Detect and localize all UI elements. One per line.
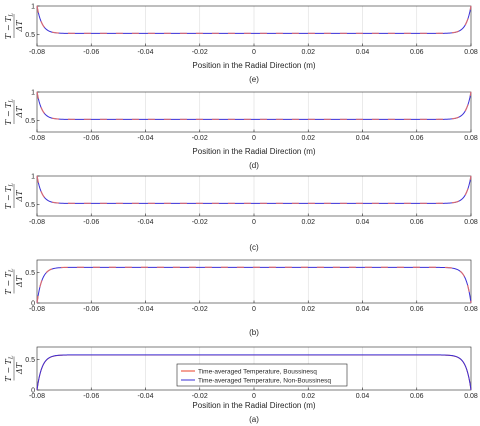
series-line-0 (36, 91, 472, 120)
svg-text:T − TL: T − TL (4, 183, 15, 209)
x-tick-label: 0.02 (301, 135, 315, 142)
legend-entry: Time-averaged Temperature, Non-Boussines… (198, 377, 331, 384)
series-line-1 (36, 266, 472, 303)
x-tick-label: 0.08 (464, 393, 478, 400)
series-line-1 (36, 354, 472, 390)
x-tick-label: 0.08 (464, 219, 478, 226)
panel-d: -0.08 -0.06 -0.04 -0.02 0 0.02 0.04 0.06 0.08 0.5… (4, 90, 478, 171)
panel-b: -0.08 -0.06 -0.04 -0.02 0 0.02 0.04 0.06 0.08 0 0.… (4, 259, 478, 337)
x-tick-label: -0.06 (83, 393, 99, 400)
x-tick-label: -0.04 (138, 219, 154, 226)
x-tick-label: 0.06 (410, 393, 424, 400)
x-tick-label: -0.04 (138, 135, 154, 142)
panel-caption: (e) (249, 75, 259, 84)
x-tick-label: -0.04 (138, 49, 154, 56)
x-tick-label: -0.08 (29, 393, 45, 400)
svg-text:ΔT: ΔT (15, 106, 24, 119)
svg-text:ΔT: ΔT (15, 275, 24, 288)
panel-caption: (c) (249, 243, 259, 252)
x-tick-label: 0.04 (356, 135, 370, 142)
x-tick-label: 0.02 (301, 393, 315, 400)
y-tick-label: 0.5 (25, 357, 35, 364)
x-tick-label: 0.02 (301, 306, 315, 313)
panel-c: -0.08 -0.06 -0.04 -0.02 0 0.02 0.04 0.06 0.08 0.5… (4, 174, 478, 253)
x-tick-label: 0.08 (464, 306, 478, 313)
x-tick-label: 0 (252, 135, 256, 142)
x-tick-label: 0.08 (464, 135, 478, 142)
x-tick-label: -0.06 (83, 306, 99, 313)
x-tick-label: 0.08 (464, 49, 478, 56)
panel-e: -0.08 -0.06 -0.04 -0.02 0 0.02 0.04 0.06 0.08 0.5… (4, 4, 478, 85)
x-tick-label: 0.06 (410, 219, 424, 226)
panel-caption: (d) (249, 161, 259, 170)
x-tick-label: 0.06 (410, 306, 424, 313)
x-tick-label: -0.02 (192, 306, 208, 313)
x-tick-label: -0.06 (83, 49, 99, 56)
x-axis-label: Position in the Radial Direction (m) (192, 61, 315, 70)
legend: Time-averaged Temperature, Boussinesq Tim… (176, 363, 348, 387)
x-tick-label: -0.08 (29, 219, 45, 226)
x-tick-label: 0 (252, 49, 256, 56)
svg-text:ΔT: ΔT (15, 20, 24, 33)
y-tick-label: 0 (31, 388, 35, 395)
y-tick-label: 0.5 (25, 118, 35, 125)
x-tick-label: -0.08 (29, 135, 45, 142)
svg-text:T − TL: T − TL (4, 355, 15, 381)
x-tick-label: -0.02 (192, 49, 208, 56)
x-tick-label: -0.02 (192, 219, 208, 226)
x-axis-label: Position in the Radial Direction (m) (192, 401, 315, 410)
panel-a: -0.08 -0.06 -0.04 -0.02 0 0.02 0.04 0.06 0.08 0 0.… (4, 346, 478, 424)
legend-entry: Time-averaged Temperature, Boussinesq (198, 368, 317, 375)
x-tick-label: -0.04 (138, 306, 154, 313)
x-tick-label: -0.08 (29, 306, 45, 313)
x-tick-label: -0.04 (138, 393, 154, 400)
x-tick-label: 0 (252, 393, 256, 400)
x-tick-label: 0.02 (301, 49, 315, 56)
x-tick-label: 0.06 (410, 49, 424, 56)
x-tick-label: 0.02 (301, 219, 315, 226)
y-tick-label: 0.5 (25, 270, 35, 277)
svg-text:ΔT: ΔT (15, 190, 24, 203)
x-tick-label: 0 (252, 306, 256, 313)
x-tick-label: -0.06 (83, 135, 99, 142)
svg-text:T − TL: T − TL (4, 99, 15, 125)
y-tick-label: 0 (31, 301, 35, 308)
panel-caption: (b) (249, 328, 259, 337)
x-tick-label: 0 (252, 219, 256, 226)
y-tick-label: 0.5 (25, 32, 35, 39)
svg-text:T − TL: T − TL (4, 13, 15, 39)
x-tick-label: -0.06 (83, 219, 99, 226)
x-tick-label: -0.08 (29, 49, 45, 56)
y-tick-label: 1 (31, 174, 35, 181)
x-tick-label: -0.02 (192, 393, 208, 400)
x-tick-label: 0.06 (410, 135, 424, 142)
x-axis-label: Position in the Radial Direction (m) (192, 147, 315, 156)
y-tick-label: 0.5 (25, 202, 35, 209)
series-line-0 (36, 5, 472, 34)
x-tick-label: 0.04 (356, 219, 370, 226)
x-tick-label: 0.04 (356, 49, 370, 56)
svg-text:T − TL: T − TL (4, 268, 15, 294)
legend-box (176, 363, 348, 387)
svg-text:ΔT: ΔT (15, 362, 24, 375)
x-tick-label: 0.04 (356, 306, 370, 313)
series-line-0 (36, 175, 472, 204)
x-tick-label: 0.04 (356, 393, 370, 400)
panel-caption: (a) (249, 415, 259, 424)
y-tick-label: 1 (31, 4, 35, 11)
y-tick-label: 1 (31, 90, 35, 97)
x-tick-label: -0.02 (192, 135, 208, 142)
